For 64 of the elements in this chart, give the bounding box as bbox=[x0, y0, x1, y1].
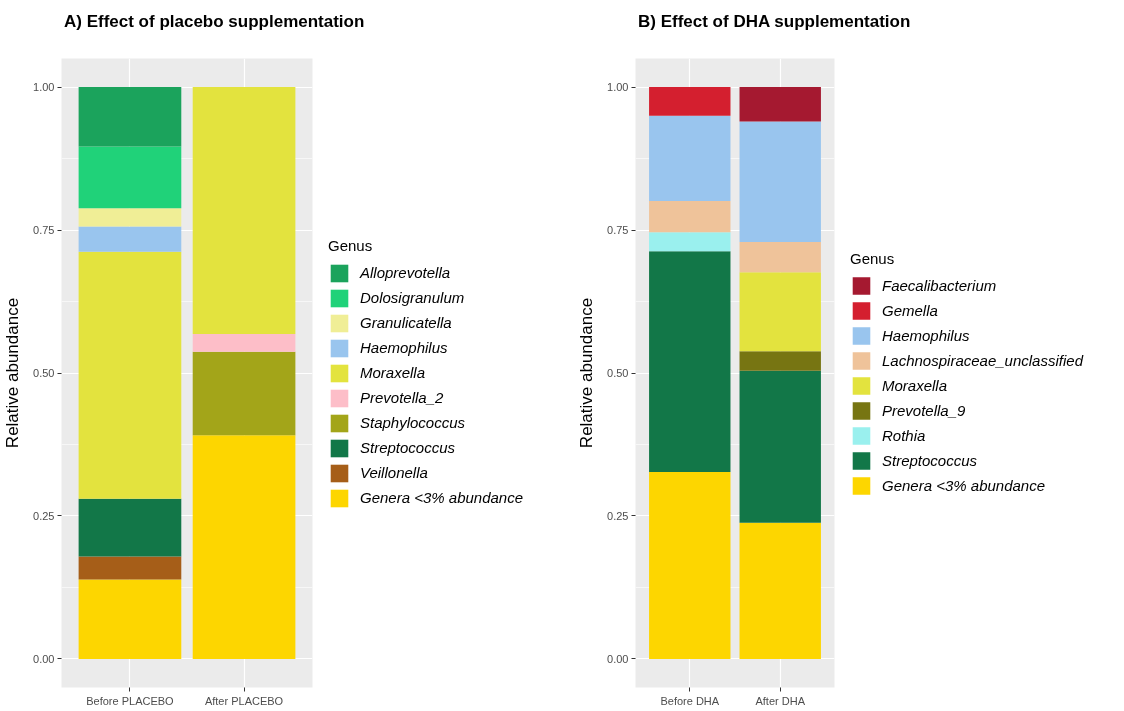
bar bbox=[192, 87, 296, 335]
bar bbox=[649, 87, 731, 116]
y-tick-label: 0.75 bbox=[33, 224, 55, 237]
y-tick-label: 0.50 bbox=[607, 367, 629, 379]
bar bbox=[739, 121, 821, 243]
legend-label: Moraxella bbox=[882, 375, 948, 396]
legend-label: Faecalibacterium bbox=[882, 275, 997, 296]
bar bbox=[192, 435, 296, 659]
y-axis-title: Relative abundance bbox=[577, 297, 597, 449]
chart-title: B) Effect of DHA supplementation bbox=[638, 11, 911, 33]
legend-title: Genus bbox=[850, 249, 896, 266]
bar bbox=[78, 498, 182, 557]
chart-title: A) Effect of placebo supplementation bbox=[64, 11, 365, 33]
y-axis-title: Relative abundance bbox=[3, 297, 23, 449]
legend-label: Streptococcus bbox=[360, 438, 456, 458]
legend-label: Prevotella_2 bbox=[360, 388, 444, 408]
bar bbox=[739, 351, 821, 371]
bar bbox=[78, 251, 182, 499]
bar bbox=[739, 87, 821, 122]
legend-label: Alloprevotella bbox=[360, 263, 451, 283]
bar bbox=[649, 232, 731, 252]
legend-title: Genus bbox=[328, 236, 374, 254]
y-tick-label: 1.00 bbox=[607, 81, 629, 94]
bar bbox=[78, 208, 182, 227]
legend-label: Streptococcus bbox=[882, 450, 978, 471]
y-tick-label: 0.25 bbox=[607, 509, 629, 522]
bar bbox=[78, 556, 182, 580]
y-tick-label: 0.50 bbox=[33, 367, 55, 379]
legend-label: Prevotella_9 bbox=[882, 400, 966, 421]
y-tick-label: 1.00 bbox=[33, 81, 55, 94]
bar bbox=[192, 334, 296, 352]
legend-label: Moraxella bbox=[360, 363, 426, 383]
x-tick-label: After DHA bbox=[755, 694, 806, 707]
y-tick-label: 0.00 bbox=[607, 652, 629, 665]
bar bbox=[192, 351, 296, 436]
bar bbox=[78, 87, 182, 147]
bar bbox=[739, 242, 821, 273]
bar bbox=[78, 146, 182, 209]
bar bbox=[649, 251, 731, 472]
legend-label: Lachnospiraceae_unclassified bbox=[882, 350, 1083, 371]
x-tick-label: Before PLACEBO bbox=[86, 694, 175, 707]
x-tick-label: Before DHA bbox=[660, 694, 720, 707]
legend-label: Staphylococcus bbox=[360, 413, 466, 433]
bar bbox=[78, 226, 182, 252]
legend-label: Genera <3% abundance bbox=[882, 475, 1046, 496]
bar bbox=[739, 370, 821, 523]
y-tick-label: 0.25 bbox=[33, 509, 55, 522]
legend-label: Gemella bbox=[882, 300, 938, 321]
legend-label: Granulicatella bbox=[360, 313, 452, 333]
legend-label: Genera <3% abundance bbox=[360, 488, 524, 508]
bar bbox=[739, 272, 821, 352]
bar bbox=[649, 471, 731, 659]
bar bbox=[649, 200, 731, 233]
bar bbox=[739, 522, 821, 659]
legend-label: Rothia bbox=[882, 425, 926, 446]
y-tick-label: 0.00 bbox=[33, 652, 55, 665]
legend-label: Haemophilus bbox=[360, 338, 448, 358]
x-tick-label: After PLACEBO bbox=[204, 694, 284, 707]
legend-label: Dolosigranulum bbox=[360, 288, 465, 308]
y-tick-label: 0.75 bbox=[607, 224, 629, 237]
bar bbox=[78, 579, 182, 659]
legend-label: Veillonella bbox=[360, 463, 428, 483]
legend-label: Haemophilus bbox=[882, 325, 970, 346]
bar bbox=[649, 115, 731, 201]
